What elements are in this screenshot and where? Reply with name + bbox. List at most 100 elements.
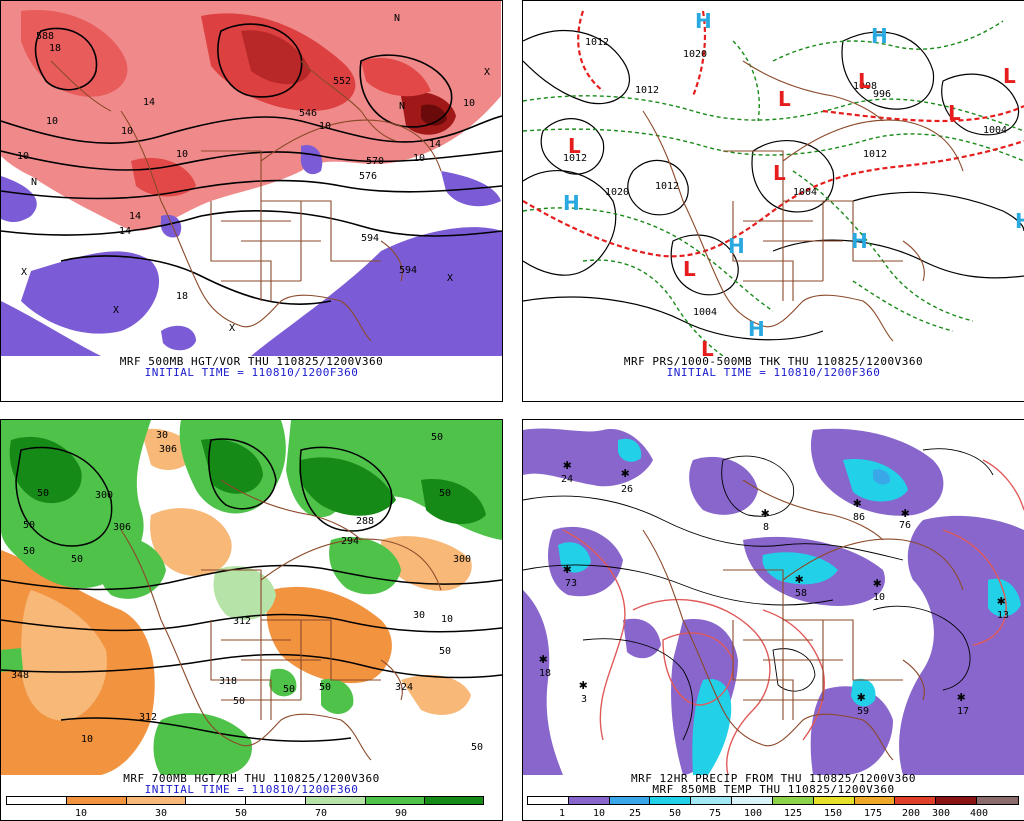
precip-max-marker: ✱ <box>901 505 910 521</box>
colorbar-segment <box>691 797 733 804</box>
precip-max-marker: ✱ <box>563 561 572 577</box>
precip-max-label: 13 <box>997 610 1010 621</box>
contour-label: 306 <box>159 444 178 455</box>
precip-max-marker: ✱ <box>853 495 862 511</box>
contour-label: 14 <box>143 97 156 108</box>
precip-max-label: 3 <box>581 694 588 705</box>
contour-label: 10 <box>121 126 134 137</box>
contour-label: 50 <box>23 546 36 557</box>
precip-max-marker: ✱ <box>857 689 866 705</box>
low-pressure-center: L <box>858 69 871 93</box>
contour-label: 300 <box>95 490 114 501</box>
colorbar-segment <box>425 797 483 804</box>
isobar-label: 1004 <box>693 307 718 318</box>
colorbar-segment <box>609 797 651 804</box>
rh-color-bar-ticks: 10 30 50 70 90 <box>6 808 484 820</box>
contour-label: 10 <box>81 734 94 745</box>
colorbar-segment <box>246 797 306 804</box>
contour-label: 10 <box>441 614 454 625</box>
contour-label: X <box>447 273 454 284</box>
panel-init-time: INITIAL TIME = 110810/1200F360 <box>144 783 359 796</box>
colorbar-tick: 50 <box>668 808 682 819</box>
precip-max-label: 86 <box>853 512 866 523</box>
low-pressure-center: L <box>773 161 786 185</box>
contour-label: 18 <box>49 43 62 54</box>
colorbar-tick: 50 <box>234 808 248 819</box>
isobar-label: 1012 <box>563 153 588 164</box>
contour-label: 10 <box>463 98 476 109</box>
contour-label: 10 <box>413 153 426 164</box>
colorbar-tick: 10 <box>592 808 606 819</box>
panel-precip-temp: ✱ 24 ✱ 26 ✱ 73 ✱ 18 ✱ 3 ✱ 58 ✱ 10 ✱ 86 ✱… <box>522 419 1024 821</box>
colorbar-segment <box>568 797 610 804</box>
contour-label: 570 <box>366 156 385 167</box>
colorbar-tick: 25 <box>628 808 642 819</box>
contour-label: 306 <box>113 522 132 533</box>
panel-caption-secondary: MRF 850MB TEMP THU 110825/1200V360 <box>652 783 895 796</box>
precip-max-label: 59 <box>857 706 870 717</box>
contour-label: 50 <box>23 520 36 531</box>
contour-label: 312 <box>139 712 158 723</box>
colorbar-tick: 100 <box>743 808 763 819</box>
precip-max-label: 8 <box>763 522 770 533</box>
precip-max-marker: ✱ <box>563 457 572 473</box>
contour-label: 288 <box>356 516 375 527</box>
colorbar-tick: 125 <box>783 808 803 819</box>
precip-color-bar-ticks: 1 10 25 50 75 100 125 150 175 200 300 40… <box>527 808 1019 820</box>
isobar-label: 1004 <box>793 187 818 198</box>
colorbar-tick: 200 <box>901 808 921 819</box>
negative-vorticity-area <box>1 176 37 223</box>
contour-label: 14 <box>429 139 442 150</box>
contour-label: 50 <box>319 682 332 693</box>
contour-label: 14 <box>119 226 132 237</box>
high-pressure-center: H <box>728 234 745 258</box>
colorbar-segment <box>7 797 67 804</box>
precip-max-label: 76 <box>899 520 912 531</box>
colorbar-tick: 175 <box>863 808 883 819</box>
colorbar-segment <box>126 797 187 804</box>
colorbar-tick: 400 <box>969 808 989 819</box>
humidity-map <box>1 420 502 775</box>
contour-label: 50 <box>37 488 50 499</box>
contour-label: 576 <box>359 171 378 182</box>
isobar-label: 1008 <box>853 81 878 92</box>
precip-max-label: 17 <box>957 706 970 717</box>
high-pressure-center: H <box>871 24 888 48</box>
contour-label: X <box>484 67 491 78</box>
colorbar-segment <box>813 797 855 804</box>
contour-label: 14 <box>129 211 142 222</box>
panel-caption: MRF 700MB HGT/RH THU 110825/1200V360 <box>123 772 380 785</box>
colorbar-segment <box>854 797 896 804</box>
contour-label: 10 <box>176 149 189 160</box>
colorbar-tick: 10 <box>74 808 88 819</box>
precip-max-label: 26 <box>621 484 634 495</box>
contour-label: X <box>229 323 236 334</box>
precip-color-bar <box>527 796 1019 805</box>
contour-label: 552 <box>333 76 352 87</box>
contour-label: N <box>399 101 406 112</box>
low-pressure-center: L <box>948 101 961 125</box>
high-pressure-center: H <box>748 317 765 341</box>
precip-max-label: 24 <box>561 474 574 485</box>
colorbar-tick: 1 <box>558 808 566 819</box>
low-pressure-center: L <box>683 257 696 281</box>
precip-max-marker: ✱ <box>873 575 882 591</box>
isobar-label: 996 <box>873 89 892 100</box>
isobar-label: 1012 <box>655 181 680 192</box>
contour-label: 50 <box>471 742 484 753</box>
high-pressure-center: H <box>695 9 712 33</box>
precip-max-marker: ✱ <box>621 465 630 481</box>
precip-max-label: 18 <box>539 668 552 679</box>
contour-label: 50 <box>71 554 84 565</box>
isobar-label: 1020 <box>683 49 708 60</box>
contour-label: 300 <box>453 554 472 565</box>
precip-max-label: 10 <box>873 592 886 603</box>
colorbar-tick: 70 <box>314 808 328 819</box>
precip-max-marker: ✱ <box>795 571 804 587</box>
contour-label: 594 <box>361 233 380 244</box>
isobar-label: 1020 <box>605 187 630 198</box>
contour-label: 318 <box>219 676 238 687</box>
colorbar-tick: 90 <box>394 808 408 819</box>
colorbar-tick: 300 <box>931 808 951 819</box>
isobar-label: 1004 <box>983 125 1008 136</box>
